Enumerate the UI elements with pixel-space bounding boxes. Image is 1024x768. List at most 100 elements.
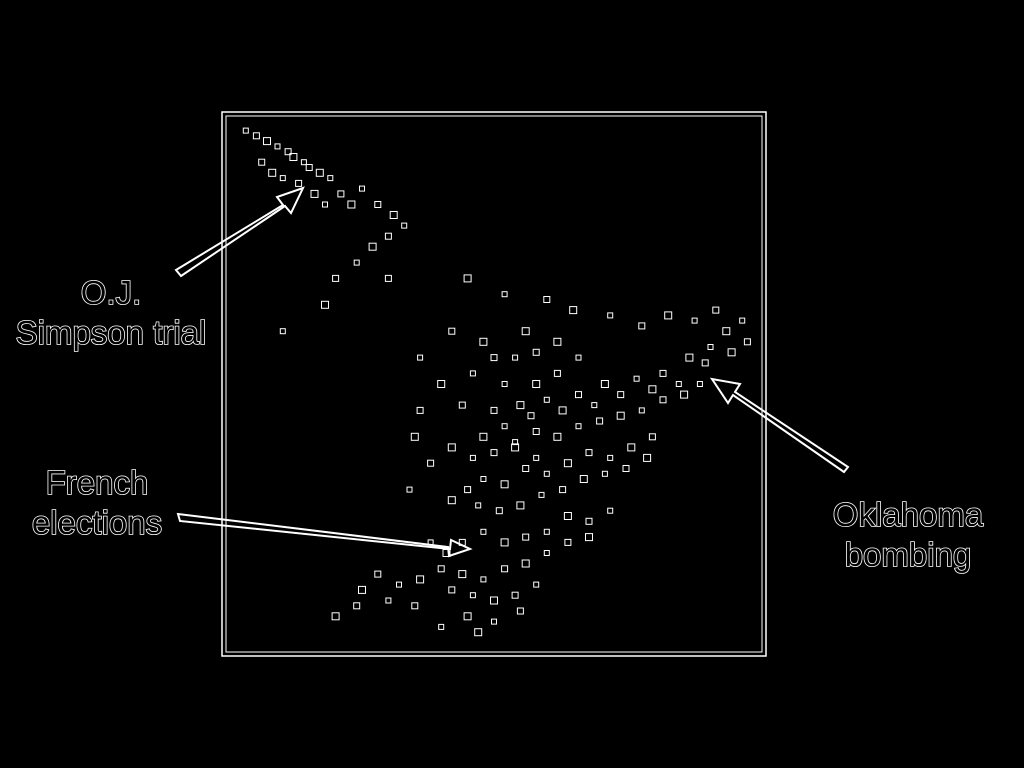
scatter-point: [707, 344, 714, 350]
scatter-point: [532, 348, 540, 356]
scatter-point: [521, 559, 530, 568]
scatter-point: [511, 443, 520, 452]
scatter-point: [664, 311, 673, 320]
scatter-point: [384, 274, 392, 282]
scatter-point: [532, 380, 541, 388]
scatter-point: [501, 423, 508, 430]
scatter-point: [463, 274, 472, 283]
scatter-point: [490, 449, 498, 457]
scatter-point: [448, 327, 456, 335]
scatter-point: [464, 486, 472, 494]
scatter-point: [638, 407, 645, 414]
scatter-point: [458, 570, 467, 579]
scatter-point: [579, 475, 588, 483]
scatter-point: [675, 381, 682, 387]
scatter-point: [600, 380, 609, 388]
scatter-point: [321, 300, 329, 309]
scatter-point: [475, 502, 482, 509]
scatter-point: [648, 385, 657, 394]
scatter-point: [463, 612, 472, 621]
scatter-point: [627, 443, 636, 452]
scatter-point: [347, 200, 356, 209]
scatter-point: [274, 143, 281, 150]
scatter-point: [553, 432, 562, 441]
scatter-point: [511, 591, 519, 599]
scatter-point: [305, 164, 313, 171]
scatter-point: [374, 201, 382, 208]
scatter-point: [474, 628, 483, 637]
scatter-point: [469, 370, 476, 377]
scatter-point: [389, 211, 398, 219]
scatter-point: [553, 337, 562, 346]
scatter-point: [448, 586, 456, 594]
scatter-point: [591, 402, 598, 409]
scatter-point: [522, 465, 530, 472]
oj-arrow: [174, 186, 305, 278]
scatter-point: [659, 396, 667, 404]
scatter-point: [558, 406, 567, 415]
scatter-point: [353, 259, 360, 266]
scatter-point: [685, 353, 694, 362]
scatter-point: [569, 306, 578, 315]
oklahoma-arrow: [709, 377, 850, 474]
scatter-point: [533, 454, 540, 461]
plot-border-inner: [225, 115, 763, 653]
scatter-point: [480, 576, 487, 583]
annotation-french: French elections: [31, 463, 163, 542]
scatter-points: [242, 127, 751, 637]
scatter-point: [680, 390, 689, 399]
scatter-point: [564, 538, 572, 546]
oklahoma-label-line1: Oklahoma: [833, 496, 984, 533]
scatter-point: [533, 581, 540, 588]
scatter-point: [410, 432, 419, 441]
scatter-point: [501, 381, 508, 387]
scatter-point: [447, 443, 456, 452]
scatter-point: [331, 612, 340, 621]
scatter-point: [315, 168, 324, 177]
scatter-point: [501, 291, 508, 298]
scatter-point: [327, 175, 334, 182]
scatter-point: [384, 232, 392, 240]
french-label-line2: elections: [32, 504, 162, 541]
scatter-point: [543, 550, 550, 556]
scatter-point: [490, 354, 498, 362]
scatter-point: [359, 185, 365, 192]
scatter-point: [358, 585, 366, 594]
scatter-point: [512, 439, 519, 446]
scatter-point: [607, 312, 614, 319]
scatter-point: [258, 158, 266, 166]
scatter-point: [575, 354, 582, 361]
scatter-point: [712, 306, 720, 314]
scatter-point: [469, 592, 476, 599]
scatter-point: [607, 454, 614, 461]
scatter-point: [739, 317, 746, 324]
scatter-point: [607, 507, 614, 514]
scatter-point: [727, 348, 736, 357]
scatter-point: [543, 296, 551, 303]
scatter-point: [411, 602, 419, 610]
scatter-point: [516, 607, 524, 615]
scatter-point: [469, 454, 476, 461]
scatter-point: [495, 507, 503, 515]
scatter-point: [479, 432, 488, 441]
scatter-point: [322, 201, 328, 208]
scatter-point: [643, 453, 652, 462]
scatter-point: [743, 338, 751, 346]
scatter-point: [480, 476, 487, 482]
scatter-point: [401, 222, 408, 229]
plot-border: [221, 111, 767, 657]
scatter-point: [295, 179, 303, 187]
scatter-point: [242, 127, 249, 134]
scatter-point: [479, 337, 488, 346]
oj-label-line1: O.J.: [81, 274, 142, 311]
scatter-point: [701, 359, 709, 367]
scatter-point: [516, 501, 525, 510]
scatter-point: [500, 480, 509, 489]
scatter-point: [633, 375, 640, 382]
scatter-point: [458, 401, 466, 409]
scatter-point: [722, 327, 731, 336]
scatter-point: [532, 428, 540, 435]
scatter-point: [417, 354, 424, 361]
scatter-point: [563, 512, 572, 520]
scatter-point: [310, 189, 319, 198]
